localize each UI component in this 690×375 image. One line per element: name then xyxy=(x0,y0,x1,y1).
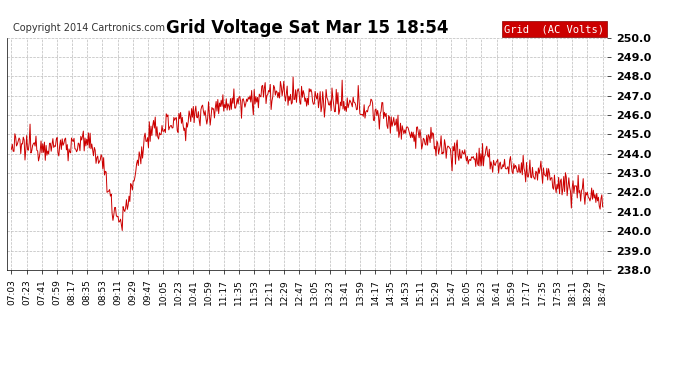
Text: Grid  (AC Volts): Grid (AC Volts) xyxy=(504,24,604,34)
Title: Grid Voltage Sat Mar 15 18:54: Grid Voltage Sat Mar 15 18:54 xyxy=(166,20,448,38)
Text: Copyright 2014 Cartronics.com: Copyright 2014 Cartronics.com xyxy=(13,23,165,33)
